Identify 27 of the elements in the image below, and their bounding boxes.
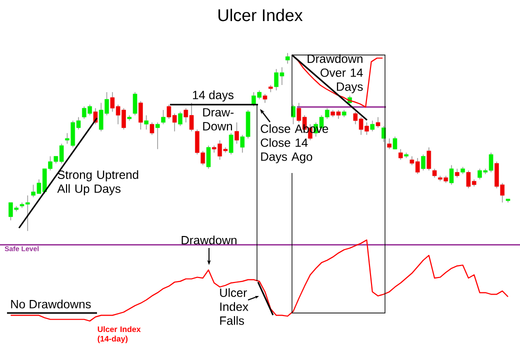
candlestick [138, 100, 143, 130]
candlestick [234, 122, 239, 144]
candlestick [178, 111, 182, 126]
candlestick [398, 148, 403, 160]
candlestick [161, 110, 166, 125]
candlestick [387, 138, 392, 150]
candlestick [449, 164, 454, 186]
candlestick [150, 122, 154, 136]
annotation: No Drawdowns [11, 300, 91, 308]
annotation: Strong Uptrend All Up Days [57, 170, 138, 196]
candlestick [285, 52, 290, 64]
candlestick [370, 120, 375, 132]
candlestick [206, 145, 211, 170]
candlestick [144, 114, 148, 130]
candlestick [426, 146, 432, 171]
annotation: 14 days [192, 90, 234, 102]
annotation: Draw-Down [203, 108, 234, 130]
annotation: Drawdown [182, 236, 236, 244]
annotation: Drawdown Over 14 Days [308, 54, 363, 94]
candlestick [132, 92, 138, 116]
candlestick [155, 122, 160, 150]
candlestick [392, 136, 398, 150]
candlestick [376, 116, 380, 128]
annotation: Ulcer Index Falls [220, 288, 248, 325]
candlestick [421, 154, 426, 171]
chart-title: Ulcer Index [218, 8, 303, 22]
candlestick [228, 132, 234, 155]
